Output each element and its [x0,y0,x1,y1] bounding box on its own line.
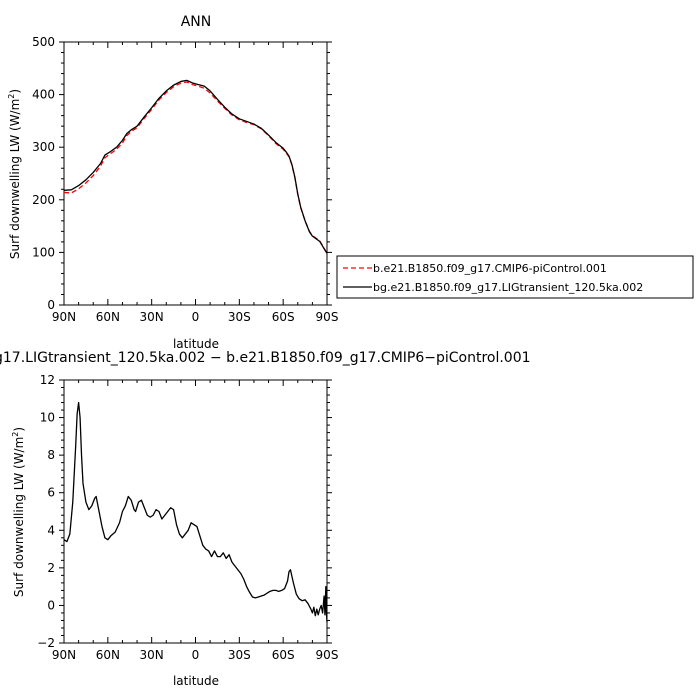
x-tick-label: 60N [96,648,120,662]
y-tick-label: 12 [40,373,55,387]
bottom-chart-x-axis-label: latitude [173,674,219,688]
plot-frame [63,379,328,644]
series-line-0 [63,401,328,623]
y-tick-label: 300 [32,140,55,154]
bottom-chart-plot-area: 90N 60N 30N 0 30S 60S 90S −2 0 2 4 6 8 10 12 [37,373,338,662]
x-tick-label: 60N [96,310,120,324]
x-tick-label: 0 [192,310,200,324]
y-tick-label: 0 [47,298,55,312]
legend-box [336,255,694,299]
x-tick-label: 90S [316,310,339,324]
x-tick-label: 90S [316,648,339,662]
y-tick-label: 400 [32,88,55,102]
x-tick-label: 90N [52,310,76,324]
top-chart-plot-area: 90N 60N 30N 0 30S 60S 90S 0 100 200 300 400 500 [32,35,338,324]
y-tick-label: −2 [37,636,55,650]
y-tick-label: 0 [47,598,55,612]
series-line-0 [63,81,328,254]
y-tick-label: 2 [47,561,55,575]
legend: b.e21.B1850.f09_g17.CMIP6-piControl.001 … [336,255,694,299]
y-tick-label: 100 [32,245,55,259]
x-tick-label: 90N [52,648,76,662]
x-tick-label: 30S [228,310,251,324]
top-chart-title: ANN [181,14,212,30]
series-line-1 [63,79,328,254]
legend-label-lig: bg.e21.B1850.f09_g17.LIGtransient_120.5k… [373,281,643,294]
y-tick-label: 200 [32,193,55,207]
plot-frame [63,41,328,306]
y-tick-label: 6 [47,486,55,500]
x-tick-label: 30S [228,648,251,662]
x-tick-label: 30N [140,648,164,662]
y-tick-label: 10 [40,411,55,425]
bottom-chart-panel: bg.e21.B1850.f09_g17.LIGtransient_120.5k… [0,350,531,688]
y-tick-label: 4 [47,523,55,537]
legend-label-control: b.e21.B1850.f09_g17.CMIP6-piControl.001 [373,262,607,275]
y-tick-label: 8 [47,448,55,462]
bottom-chart-title: bg.e21.B1850.f09_g17.LIGtransient_120.5k… [0,350,531,366]
top-chart-x-axis-label: latitude [173,337,219,351]
top-chart-panel: ANN 90N 60N 30N 0 30S 60S 90S0100200300400500 … [7,14,694,351]
top-chart-y-axis-label: Surf downwelling LW (W/m2) [7,89,22,259]
x-tick-label: 60S [272,648,295,662]
x-tick-label: 30N [140,310,164,324]
x-tick-label: 60S [272,310,295,324]
x-tick-label: 0 [192,648,200,662]
y-tick-label: 500 [32,35,55,49]
bottom-chart-y-axis-label: Surf downwelling LW (W/m2) [11,427,26,597]
